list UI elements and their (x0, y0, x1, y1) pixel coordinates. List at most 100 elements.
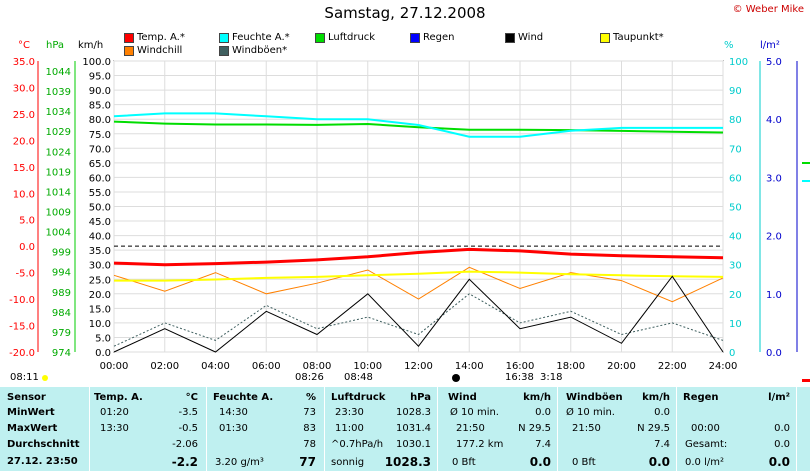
rain-head: Regen (683, 392, 719, 403)
press-tick-label: 979 (52, 328, 71, 339)
legend-swatch (505, 32, 515, 43)
sensor-head: Sensor (7, 392, 46, 403)
temp-tick-label: 5.0 (19, 216, 35, 227)
series-line (113, 293, 724, 347)
speed-tick-label: 90.0 (89, 86, 111, 97)
temp-avg: -2.06 (172, 439, 198, 450)
series-line (113, 247, 724, 267)
temp-current: -2.2 (171, 455, 198, 469)
press-tick-label: 1004 (46, 228, 71, 239)
wind-head: Wind (448, 392, 477, 403)
press-max-time: 11:00 (335, 423, 364, 434)
temp-tick-label: 25.0 (13, 110, 35, 121)
credit-text: © Weber Mike (732, 4, 804, 15)
sunset-label: 16:38 (505, 372, 534, 383)
hum-tick-label: 80 (729, 115, 742, 126)
speed-tick-label: 40.0 (89, 232, 111, 243)
x-tick-label: 02:00 (150, 361, 179, 372)
series-line (113, 266, 724, 303)
x-tick-label: 20:00 (607, 361, 636, 372)
rain-tick-label: 5.0 (766, 57, 782, 68)
wind-bft: 0 Bft (452, 457, 476, 468)
legend-label: Regen (423, 32, 455, 43)
press-tick-label: 1044 (46, 67, 71, 78)
hum-max: 83 (303, 423, 316, 434)
legend-item: Taupunkt* (600, 32, 664, 43)
legend-item: Regen (410, 32, 455, 43)
press-min-time: 23:30 (335, 407, 364, 418)
speed-tick-label: 0.0 (95, 348, 111, 359)
hum-tick-label: 0 (729, 348, 735, 359)
x-tick-label: 22:00 (658, 361, 687, 372)
moon-icon (452, 374, 460, 382)
temp-tick-label: 10.0 (13, 189, 35, 200)
hum-min-time: 14:30 (219, 407, 248, 418)
press-tick-label: 1039 (46, 87, 71, 98)
gust-max-time: 21:50 (572, 423, 601, 434)
hum-tick-label: 70 (729, 144, 742, 155)
sensor-column: Sensor MinWert MaxWert Durchschnitt 27.1… (0, 387, 90, 471)
speed-tick-label: 55.0 (89, 188, 111, 199)
temp-tick-label: 30.0 (13, 83, 35, 94)
gust-column: Windböen km/h Ø 10 min. 0.0 21:50 N 29.5… (558, 387, 677, 471)
hum-axis-unit: % (724, 40, 734, 51)
x-tick-label: 24:00 (709, 361, 738, 372)
hum-head: Feuchte A. (213, 392, 274, 403)
legend-swatch (124, 45, 134, 56)
hum-tick-label: 30 (729, 261, 742, 272)
legend-item: Windchill (124, 45, 182, 56)
press-unit: hPa (410, 392, 431, 403)
rain-total: 0.0 (774, 439, 790, 450)
press-axis-unit: hPa (46, 40, 65, 51)
sun-icon (42, 375, 48, 381)
temp-tick-label: -20.0 (9, 348, 35, 359)
wind-run: 177.2 km (456, 439, 504, 450)
temp-column: Temp. A. °C 01:20 -3.5 13:30 -0.5 -2.06 … (90, 387, 207, 471)
hum-min: 73 (303, 407, 316, 418)
current-time: 27.12. 23:50 (7, 456, 78, 467)
press-head: Luftdruck (331, 392, 386, 403)
chart-title: Samstag, 27.12.2008 (324, 4, 486, 22)
legend-swatch (219, 32, 229, 43)
press-max: 1031.4 (396, 423, 431, 434)
sunset2-label: 3:18 (540, 372, 563, 383)
speed-tick-label: 10.0 (89, 319, 111, 330)
temp-tick-label: 20.0 (13, 136, 35, 147)
minwert-label: MinWert (7, 407, 55, 418)
gust-max-dir: N 29.5 (637, 423, 670, 434)
hum-tick-label: 10 (729, 319, 742, 330)
wind-max-time: 21:50 (456, 423, 485, 434)
wind-avg-label: Ø 10 min. (450, 407, 499, 418)
legend-swatch (315, 32, 325, 43)
legend-label: Taupunkt* (613, 32, 664, 43)
rain-tick-label: 2.0 (766, 232, 782, 243)
rain-sub: 0.0 l/m² (685, 457, 724, 468)
temp-tick-label: 15.0 (13, 163, 35, 174)
noon-label: 08:48 (344, 372, 373, 383)
speed-tick-label: 80.0 (89, 115, 111, 126)
gust-unit: km/h (642, 392, 670, 403)
rain-column: Regen l/m² 00:00 0.0 Gesamt: 0.0 0.0 l/m… (677, 387, 797, 471)
maxwert-label: MaxWert (7, 423, 58, 434)
press-current: 1028.3 (384, 455, 431, 469)
stats-table: Sensor MinWert MaxWert Durchschnitt 27.1… (0, 387, 810, 471)
sunrise-label: 08:26 (295, 372, 324, 383)
hum-tick-label: 90 (729, 86, 742, 97)
avg-label: Durchschnitt (7, 439, 80, 450)
press-tick-label: 1019 (46, 167, 71, 178)
press-tick-label: 984 (52, 308, 71, 319)
speed-tick-label: 95.0 (89, 72, 111, 83)
press-avg: 1030.1 (396, 439, 431, 450)
press-tick-label: 999 (52, 248, 71, 259)
gust-bft: 0 Bft (572, 457, 596, 468)
hum-tick-label: 60 (729, 173, 742, 184)
legend-label: Windböen* (232, 45, 288, 56)
speed-tick-label: 35.0 (89, 246, 111, 257)
speed-tick-label: 25.0 (89, 275, 111, 286)
wind-max-dir: N 29.5 (518, 423, 551, 434)
series-line (114, 270, 724, 282)
press-tick-label: 1009 (46, 208, 71, 219)
wind-column: Wind km/h Ø 10 min. 0.0 21:50 N 29.5 177… (438, 387, 558, 471)
speed-tick-label: 75.0 (89, 130, 111, 141)
x-tick-label: 08:00 (303, 361, 332, 372)
